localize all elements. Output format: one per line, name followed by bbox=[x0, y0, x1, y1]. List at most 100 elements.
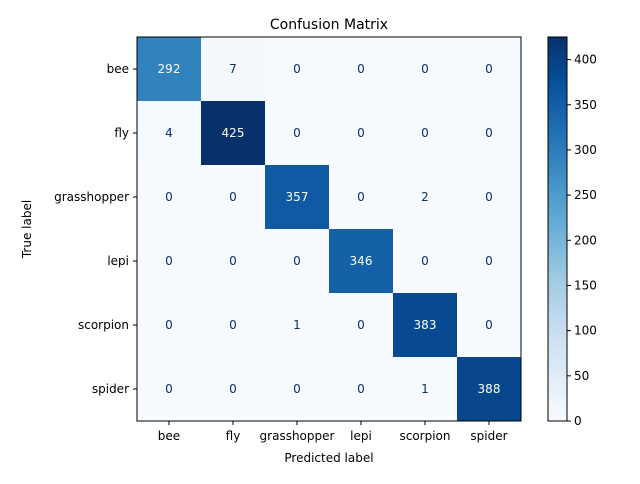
matrix-cell bbox=[329, 293, 394, 358]
x-tick-label: spider bbox=[470, 429, 507, 443]
matrix-cell bbox=[265, 229, 330, 294]
colorbar-tick-label: 50 bbox=[574, 369, 589, 383]
y-axis-label: True label bbox=[20, 200, 34, 259]
cell-value-label: 357 bbox=[286, 190, 309, 204]
matrix-cell bbox=[393, 293, 458, 358]
y-axis-ticks: bee fly grasshopper lepi scorpion spider bbox=[54, 62, 137, 396]
cell-value-label: 0 bbox=[485, 254, 493, 268]
x-tick-label: lepi bbox=[350, 429, 372, 443]
cell-value-label: 7 bbox=[229, 62, 237, 76]
matrix-cell bbox=[137, 165, 202, 230]
x-tick-label: scorpion bbox=[399, 429, 450, 443]
colorbar bbox=[547, 36, 568, 422]
matrix-cell bbox=[201, 101, 266, 166]
matrix-cell bbox=[265, 293, 330, 358]
colorbar-tick-label: 0 bbox=[574, 414, 582, 428]
x-axis-label: Predicted label bbox=[284, 451, 373, 465]
matrix-cell bbox=[329, 37, 394, 102]
matrix-cell bbox=[201, 37, 266, 102]
cell-value-label: 0 bbox=[357, 318, 365, 332]
y-tick-label: lepi bbox=[107, 254, 129, 268]
cell-value-label: 292 bbox=[158, 62, 181, 76]
colorbar-tick-label: 400 bbox=[574, 53, 597, 67]
matrix-cell bbox=[329, 229, 394, 294]
x-tick-label: bee bbox=[158, 429, 180, 443]
matrix-cell bbox=[457, 101, 522, 166]
cell-value-label: 0 bbox=[165, 382, 173, 396]
matrix-cell bbox=[329, 165, 394, 230]
cell-value-label: 0 bbox=[293, 62, 301, 76]
matrix-cell bbox=[201, 229, 266, 294]
cell-value-label: 0 bbox=[485, 190, 493, 204]
cell-value-label: 0 bbox=[485, 62, 493, 76]
matrix-cell bbox=[393, 229, 458, 294]
cell-value-label: 0 bbox=[357, 190, 365, 204]
cell-value-label: 0 bbox=[421, 62, 429, 76]
matrix-cell bbox=[457, 165, 522, 230]
cell-value-label: 346 bbox=[350, 254, 373, 268]
x-axis-ticks: bee fly grasshopper lepi scorpion spider bbox=[158, 421, 508, 443]
cell-value-label: 1 bbox=[293, 318, 301, 332]
y-tick-label: fly bbox=[114, 126, 129, 140]
colorbar-tick-label: 350 bbox=[574, 98, 597, 112]
colorbar-tick-label: 100 bbox=[574, 324, 597, 338]
x-tick-label: fly bbox=[226, 429, 241, 443]
matrix-cell bbox=[137, 229, 202, 294]
cell-value-label: 0 bbox=[165, 190, 173, 204]
matrix-cell bbox=[265, 101, 330, 166]
matrix-cell bbox=[201, 357, 266, 422]
matrix-cell bbox=[137, 357, 202, 422]
cell-value-label: 0 bbox=[293, 254, 301, 268]
colorbar-tick-label: 150 bbox=[574, 278, 597, 292]
cell-value-label: 0 bbox=[421, 126, 429, 140]
cell-value-label: 388 bbox=[478, 382, 501, 396]
cell-value-label: 383 bbox=[414, 318, 437, 332]
matrix-cells bbox=[137, 37, 522, 422]
matrix-cell bbox=[457, 293, 522, 358]
chart-title: Confusion Matrix bbox=[270, 17, 388, 33]
cell-value-label: 0 bbox=[293, 126, 301, 140]
cell-value-label: 0 bbox=[165, 318, 173, 332]
matrix-cell bbox=[329, 357, 394, 422]
matrix-cell bbox=[201, 165, 266, 230]
colorbar-ticks: 0 50 100 150 200 250 300 350 400 bbox=[567, 53, 597, 428]
matrix-cell bbox=[457, 229, 522, 294]
matrix-cell bbox=[201, 293, 266, 358]
colorbar-tick-label: 250 bbox=[574, 188, 597, 202]
matrix-cell bbox=[457, 37, 522, 102]
matrix-cell bbox=[137, 101, 202, 166]
cell-value-label: 0 bbox=[357, 382, 365, 396]
cell-value-label: 425 bbox=[222, 126, 245, 140]
matrix-cell bbox=[457, 357, 522, 422]
cell-value-label: 2 bbox=[421, 190, 429, 204]
cell-value-label: 0 bbox=[229, 254, 237, 268]
x-tick-label: grasshopper bbox=[260, 429, 335, 443]
cell-value-label: 0 bbox=[293, 382, 301, 396]
y-tick-label: spider bbox=[92, 382, 129, 396]
cell-value-label: 1 bbox=[421, 382, 429, 396]
matrix-cell bbox=[393, 165, 458, 230]
matrix-cell bbox=[137, 37, 202, 102]
matrix-cell bbox=[265, 357, 330, 422]
cell-value-label: 0 bbox=[357, 62, 365, 76]
cell-value-label: 0 bbox=[229, 318, 237, 332]
cell-value-label: 0 bbox=[229, 190, 237, 204]
plot-frame bbox=[136, 36, 522, 422]
matrix-cell bbox=[265, 165, 330, 230]
cell-value-label: 0 bbox=[229, 382, 237, 396]
cell-value-label: 0 bbox=[485, 126, 493, 140]
matrix-cell bbox=[393, 101, 458, 166]
cell-value-label: 0 bbox=[357, 126, 365, 140]
colorbar-tick-label: 200 bbox=[574, 233, 597, 247]
matrix-cell bbox=[329, 101, 394, 166]
cell-value-label: 4 bbox=[165, 126, 173, 140]
cell-value-label: 0 bbox=[165, 254, 173, 268]
matrix-cell bbox=[265, 37, 330, 102]
matrix-cell-labels: 292 7 0 0 0 0 4 425 0 0 0 0 0 0 357 0 2 0 0 0 0 346 0 0 0 0 1 0 383 0… bbox=[158, 62, 501, 396]
y-tick-label: grasshopper bbox=[54, 190, 129, 204]
y-tick-label: bee bbox=[107, 62, 129, 76]
matrix-cell bbox=[393, 357, 458, 422]
colorbar-tick-label: 300 bbox=[574, 143, 597, 157]
cell-value-label: 0 bbox=[485, 318, 493, 332]
